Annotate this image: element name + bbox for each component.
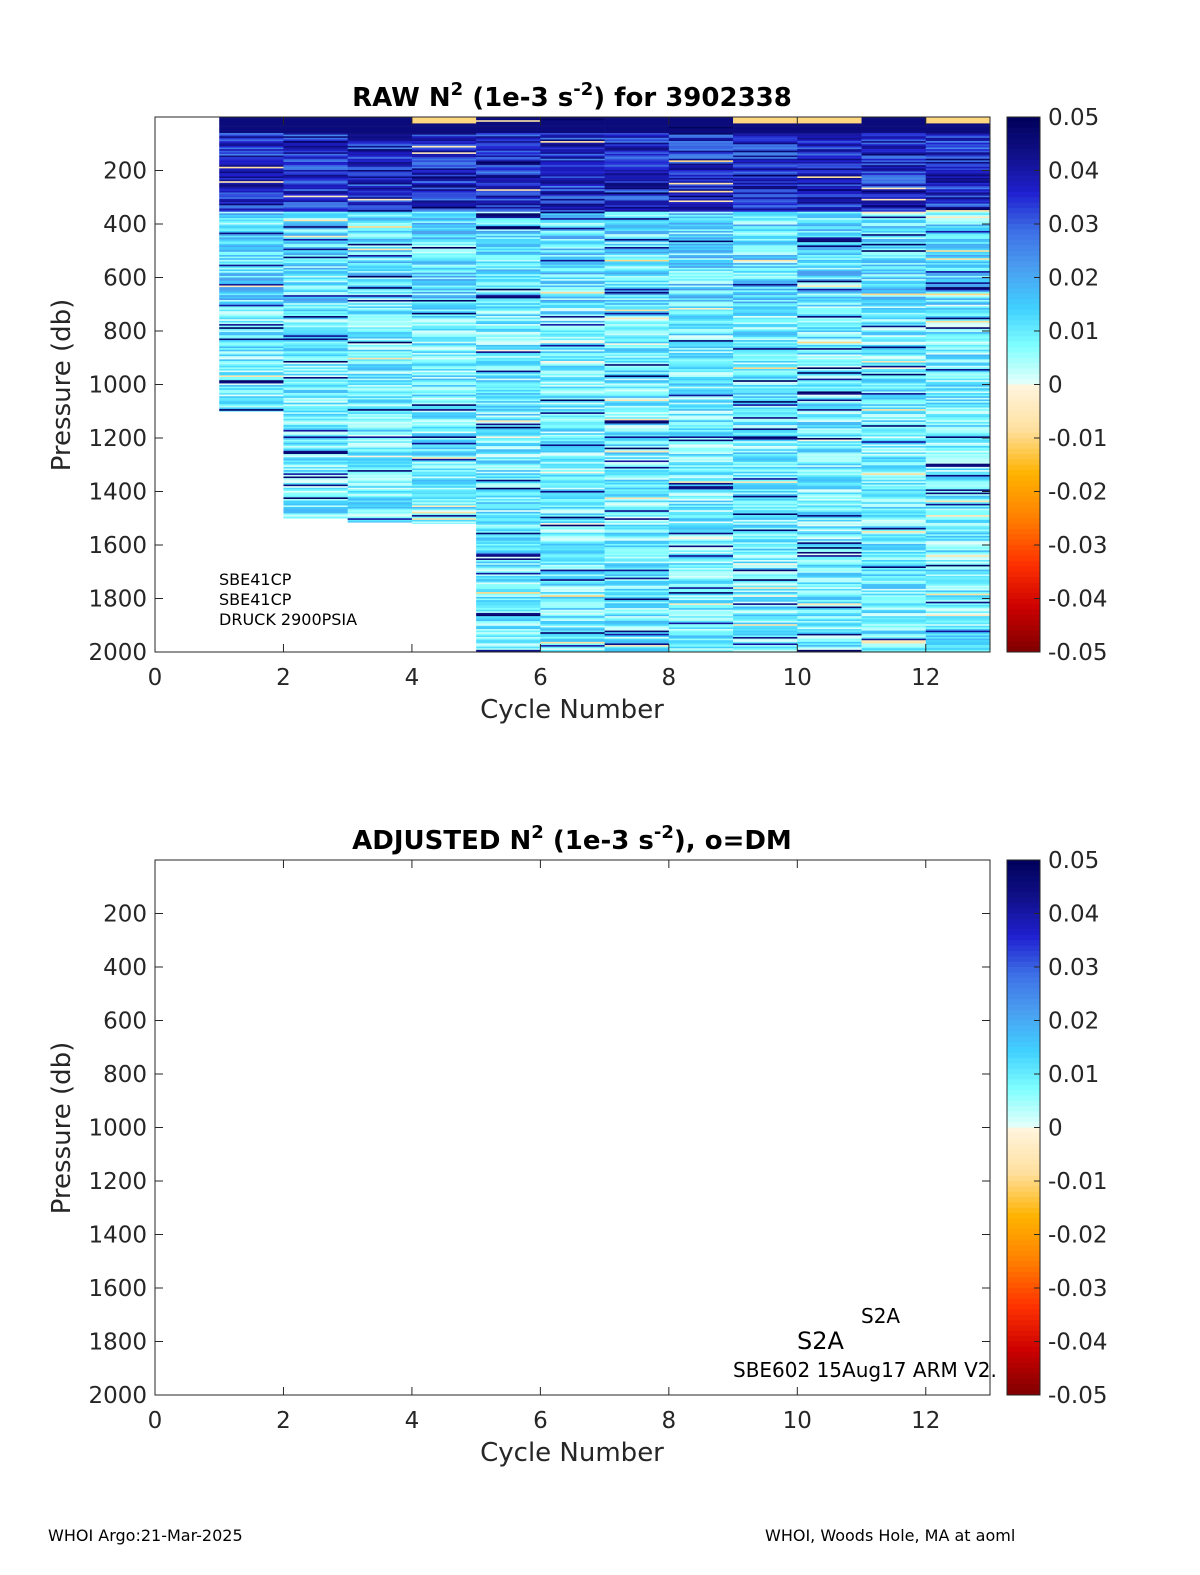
- x-tick-label: 12: [911, 665, 940, 691]
- y-tick-label: 1600: [88, 533, 147, 559]
- x-tick-label: 0: [148, 1408, 163, 1434]
- heatmap-column-cycle-2: [283, 117, 348, 519]
- x-tick-label: 8: [662, 1408, 677, 1434]
- heatmap-column-cycle-11: [861, 117, 927, 653]
- y-tick-label: 1800: [88, 587, 147, 613]
- adjusted-y-axis-label: Pressure (db): [47, 1042, 77, 1215]
- heatmap-column-cycle-12: [925, 117, 991, 653]
- x-tick-label: 2: [276, 665, 291, 691]
- x-tick-label: 0: [148, 665, 163, 691]
- colorbar-tick-label: 0.02: [1048, 266, 1099, 292]
- heatmap-column-cycle-8: [668, 117, 734, 653]
- y-tick-label: 200: [103, 902, 147, 928]
- raw-panel: RAW N2 (1e-3 s-2) for 3902338 0 2 4 6 8 10 12 …: [47, 79, 1108, 725]
- x-tick-label: 4: [405, 665, 420, 691]
- y-tick-label: 1800: [88, 1330, 147, 1356]
- y-tick-label: 800: [103, 1062, 147, 1088]
- y-tick-label: 2000: [88, 640, 147, 666]
- y-tick-label: 400: [103, 212, 147, 238]
- colorbar-tick-label: -0.05: [1048, 640, 1108, 666]
- raw-sensor-annotation-2: SBE41CP: [219, 590, 292, 609]
- heatmap-column-cycle-1: [219, 117, 284, 412]
- colorbar-tick-label: 0.04: [1048, 159, 1099, 185]
- adjusted-title: ADJUSTED N2 (1e-3 s-2), o=DM: [352, 822, 792, 856]
- x-tick-label: 10: [783, 1408, 812, 1434]
- y-tick-label: 1000: [88, 1116, 147, 1142]
- x-tick-label: 2: [276, 1408, 291, 1434]
- adjusted-x-axis: 0 2 4 6 8 10 12: [148, 860, 940, 1434]
- adjusted-annotation-1: S2A: [861, 1304, 900, 1328]
- colorbar-tick-label: -0.04: [1048, 1330, 1108, 1356]
- y-tick-label: 2000: [88, 1383, 147, 1409]
- raw-sensor-annotation-1: SBE41CP: [219, 570, 292, 589]
- colorbar-tick-label: 0.02: [1048, 1009, 1099, 1035]
- adjusted-y-axis: 200 400 600 800 1000 1200 1400 1600 1800 2000: [88, 902, 990, 1409]
- heatmap-column-cycle-7: [604, 117, 670, 653]
- heatmap-column-cycle-3: [347, 117, 413, 523]
- x-tick-label: 8: [662, 665, 677, 691]
- heatmap-column-cycle-10: [797, 117, 862, 653]
- colorbar-tick-label: 0: [1048, 1116, 1063, 1142]
- y-tick-label: 1200: [88, 1169, 147, 1195]
- adjusted-panel: ADJUSTED N2 (1e-3 s-2), o=DM 0 2 4 6 8 10 12 2…: [47, 822, 1108, 1468]
- x-tick-label: 6: [533, 665, 548, 691]
- colorbar-tick-label: 0.03: [1048, 212, 1099, 238]
- y-tick-label: 1200: [88, 426, 147, 452]
- colorbar-tick-label: 0.01: [1048, 319, 1099, 345]
- colorbar-tick-label: 0.05: [1048, 105, 1099, 131]
- raw-y-axis-label: Pressure (db): [47, 299, 77, 472]
- y-tick-label: 1000: [88, 373, 147, 399]
- raw-colorbar: 0.05 0.04 0.03 0.02 0.01 0 -0.01 -0.02 -0.03 -0.0…: [1006, 105, 1108, 666]
- adjusted-x-axis-label: Cycle Number: [480, 1438, 664, 1468]
- y-tick-label: 400: [103, 955, 147, 981]
- heatmap-column-cycle-9: [733, 117, 798, 653]
- y-tick-label: 200: [103, 159, 147, 185]
- adjusted-annotation-3: SBE602 15Aug17 ARM V2.: [733, 1358, 997, 1382]
- x-tick-label: 6: [533, 1408, 548, 1434]
- colorbar-tick-label: -0.01: [1048, 426, 1108, 452]
- x-tick-label: 4: [405, 1408, 420, 1434]
- x-tick-label: 10: [783, 665, 812, 691]
- footer-left: WHOI Argo:21-Mar-2025: [48, 1526, 243, 1545]
- colorbar-tick-label: -0.05: [1048, 1383, 1108, 1409]
- x-tick-label: 12: [911, 1408, 940, 1434]
- raw-x-axis-label: Cycle Number: [480, 695, 664, 725]
- raw-heatmap-cells: [219, 117, 991, 653]
- y-tick-label: 600: [103, 266, 147, 292]
- raw-sensor-annotation-3: DRUCK 2900PSIA: [219, 610, 357, 629]
- adjusted-annotation-2: S2A: [797, 1327, 845, 1355]
- colorbar-tick-label: -0.03: [1048, 533, 1108, 559]
- colorbar-tick-label: 0: [1048, 373, 1063, 399]
- heatmap-column-cycle-4: [411, 117, 477, 524]
- colorbar-tick-label: 0.05: [1048, 848, 1099, 874]
- adjusted-colorbar: 0.05 0.04 0.03 0.02 0.01 0 -0.01 -0.02 -0.03 -0.0…: [1006, 848, 1108, 1409]
- raw-x-axis: 0 2 4 6 8 10 12: [148, 117, 940, 691]
- heatmap-column-cycle-6: [540, 117, 605, 653]
- footer-right: WHOI, Woods Hole, MA at aoml: [765, 1526, 1016, 1545]
- y-tick-label: 1600: [88, 1276, 147, 1302]
- colorbar-tick-label: 0.03: [1048, 955, 1099, 981]
- colorbar-tick-label: 0.04: [1048, 902, 1099, 928]
- colorbar-tick-label: -0.02: [1048, 480, 1108, 506]
- y-tick-label: 1400: [88, 1223, 147, 1249]
- heatmap-column-cycle-5: [476, 117, 541, 653]
- y-tick-label: 600: [103, 1009, 147, 1035]
- colorbar-tick-label: -0.01: [1048, 1169, 1108, 1195]
- colorbar-tick-label: -0.03: [1048, 1276, 1108, 1302]
- colorbar-tick-label: -0.02: [1048, 1223, 1108, 1249]
- colorbar-tick-label: -0.04: [1048, 587, 1108, 613]
- colorbar-tick-label: 0.01: [1048, 1062, 1099, 1088]
- y-tick-label: 1400: [88, 480, 147, 506]
- y-tick-label: 800: [103, 319, 147, 345]
- raw-title: RAW N2 (1e-3 s-2) for 3902338: [352, 79, 792, 113]
- raw-y-axis: 200 400 600 800 1000 1200 1400 1600 1800 2000: [88, 159, 990, 666]
